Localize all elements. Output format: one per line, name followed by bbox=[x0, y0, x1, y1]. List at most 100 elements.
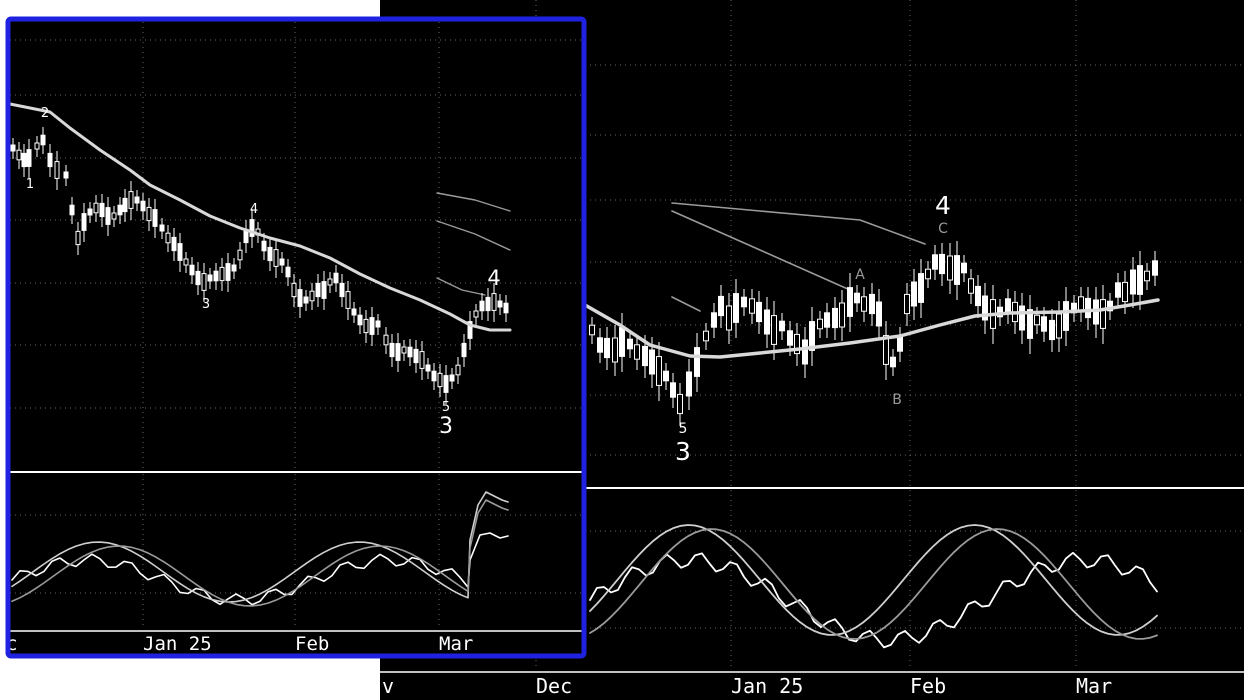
candle-body bbox=[961, 262, 967, 274]
candle-body bbox=[75, 230, 81, 246]
candle-body bbox=[649, 349, 655, 375]
candle-body bbox=[207, 274, 213, 282]
inset-wave-label: 3 bbox=[439, 414, 453, 439]
candle-body bbox=[419, 351, 425, 369]
candle-body bbox=[369, 317, 375, 335]
candle-body bbox=[201, 273, 207, 291]
candle-body bbox=[351, 308, 357, 316]
candle-body bbox=[297, 289, 303, 307]
candle-body bbox=[183, 258, 189, 266]
inset-wave-label: 1 bbox=[26, 177, 34, 192]
candle-body bbox=[663, 370, 669, 382]
candle-body bbox=[1085, 297, 1091, 319]
candle-body bbox=[839, 302, 845, 328]
candle-body bbox=[345, 291, 351, 309]
main-wave-labels: 5 3 A B C 4 bbox=[675, 191, 951, 466]
main-wave-label: A bbox=[855, 267, 865, 283]
candle-body bbox=[40, 134, 46, 146]
candle-body bbox=[771, 315, 777, 345]
candle-body bbox=[824, 312, 830, 328]
candle-body bbox=[225, 263, 231, 281]
candle-body bbox=[122, 197, 128, 213]
candle-body bbox=[604, 337, 610, 359]
candle-body bbox=[401, 346, 407, 354]
candle-body bbox=[975, 285, 981, 307]
candle-body bbox=[467, 321, 473, 339]
candle-body bbox=[733, 293, 739, 323]
inset-grid bbox=[10, 22, 582, 629]
stochastic-d-line bbox=[11, 499, 509, 607]
candle-body bbox=[189, 264, 195, 276]
candle-body bbox=[1034, 314, 1040, 326]
candle-body bbox=[431, 370, 437, 382]
candle-body bbox=[303, 296, 309, 304]
candle-body bbox=[627, 338, 633, 350]
inset-wave-label: 5 bbox=[442, 400, 450, 415]
candle-body bbox=[589, 324, 595, 336]
candle-body bbox=[741, 296, 747, 308]
channel-line bbox=[436, 220, 511, 251]
candle-body bbox=[140, 200, 146, 212]
candle-body bbox=[231, 264, 237, 272]
candle-body bbox=[1115, 282, 1121, 298]
main-wave-label: 4 bbox=[935, 191, 951, 220]
candle-body bbox=[1005, 298, 1011, 314]
main-candles bbox=[589, 241, 1158, 426]
candle-body bbox=[982, 295, 988, 321]
candle-body bbox=[612, 337, 618, 363]
candle-body bbox=[339, 282, 345, 298]
candle-body bbox=[503, 302, 509, 314]
candle-body bbox=[847, 287, 853, 317]
main-wave-label: B bbox=[892, 392, 902, 408]
inset-x-tick-label: Feb bbox=[295, 633, 329, 655]
candle-body bbox=[195, 270, 201, 286]
candle-body bbox=[904, 293, 910, 315]
main-channel-lines bbox=[671, 202, 926, 312]
candle-body bbox=[794, 333, 800, 355]
moving-average-line bbox=[583, 298, 1160, 359]
candle-body bbox=[1152, 260, 1158, 276]
candle-body bbox=[285, 266, 291, 278]
candle-body bbox=[1130, 269, 1136, 295]
candle-body bbox=[93, 202, 99, 214]
main-moving-average bbox=[583, 298, 1160, 359]
main-x-tick-label: Feb bbox=[910, 674, 946, 698]
candle-body bbox=[876, 301, 882, 327]
candle-body bbox=[279, 258, 285, 266]
inset-border bbox=[5, 16, 587, 659]
candle-body bbox=[63, 171, 69, 179]
candle-body bbox=[1027, 309, 1033, 339]
candle-body bbox=[443, 375, 449, 393]
candle-body bbox=[26, 149, 32, 167]
inset-wave-labels: 1 2 3 4 5 3 4 bbox=[26, 106, 501, 439]
candle-body bbox=[1056, 313, 1062, 339]
candle-body bbox=[425, 364, 431, 372]
candle-body bbox=[407, 346, 413, 358]
candle-body bbox=[315, 282, 321, 298]
inset-wave-label: 4 bbox=[487, 266, 500, 290]
candle-body bbox=[134, 196, 140, 204]
candle-body bbox=[883, 335, 889, 365]
candle-body bbox=[1049, 319, 1055, 341]
candle-body bbox=[87, 208, 93, 216]
inset-wave-label: 2 bbox=[41, 106, 49, 121]
candle-body bbox=[779, 320, 785, 332]
candle-body bbox=[703, 330, 709, 342]
candle-body bbox=[925, 268, 931, 280]
inset-moving-average bbox=[8, 102, 512, 332]
candle-body bbox=[449, 374, 455, 382]
candle-body bbox=[171, 236, 177, 252]
candle-body bbox=[291, 282, 297, 298]
candle-body bbox=[117, 204, 123, 216]
candle-body bbox=[389, 342, 395, 358]
candle-body bbox=[375, 320, 381, 328]
candle-body bbox=[99, 202, 105, 218]
candle-body bbox=[413, 348, 419, 364]
candle-body bbox=[152, 209, 158, 227]
inset-stochastic bbox=[11, 491, 509, 607]
candle-body bbox=[21, 152, 27, 168]
main-wave-label: 3 bbox=[675, 437, 691, 466]
candle-body bbox=[1107, 300, 1113, 312]
candle-body bbox=[787, 330, 793, 346]
channel-line bbox=[671, 296, 701, 312]
